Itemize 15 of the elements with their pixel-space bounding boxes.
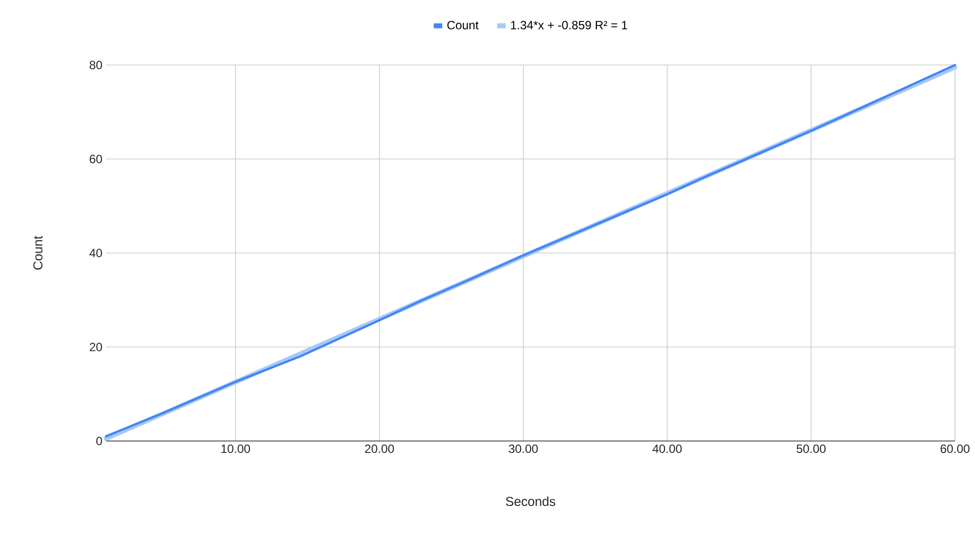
y-tick-label: 40 <box>89 248 102 258</box>
x-tick-label: 60.00 <box>940 444 970 453</box>
y-axis-title: Count <box>33 236 42 270</box>
x-tick-label: 50.00 <box>796 444 826 453</box>
x-tick-label: 30.00 <box>508 444 538 453</box>
x-tick-label: 10.00 <box>221 444 250 453</box>
y-tick-label: 0 <box>96 436 102 446</box>
y-tick-label: 20 <box>90 342 102 352</box>
x-axis-title: Seconds <box>506 496 556 506</box>
legend-label: Count <box>447 20 479 30</box>
x-tick-label: 20.00 <box>365 444 394 453</box>
x-tick-label: 40.00 <box>652 444 682 453</box>
y-tick-label: 80 <box>90 60 102 70</box>
legend-label: 1.34*x + -0.859 R² = 1 <box>511 20 628 30</box>
y-tick-label: 60 <box>90 154 102 164</box>
